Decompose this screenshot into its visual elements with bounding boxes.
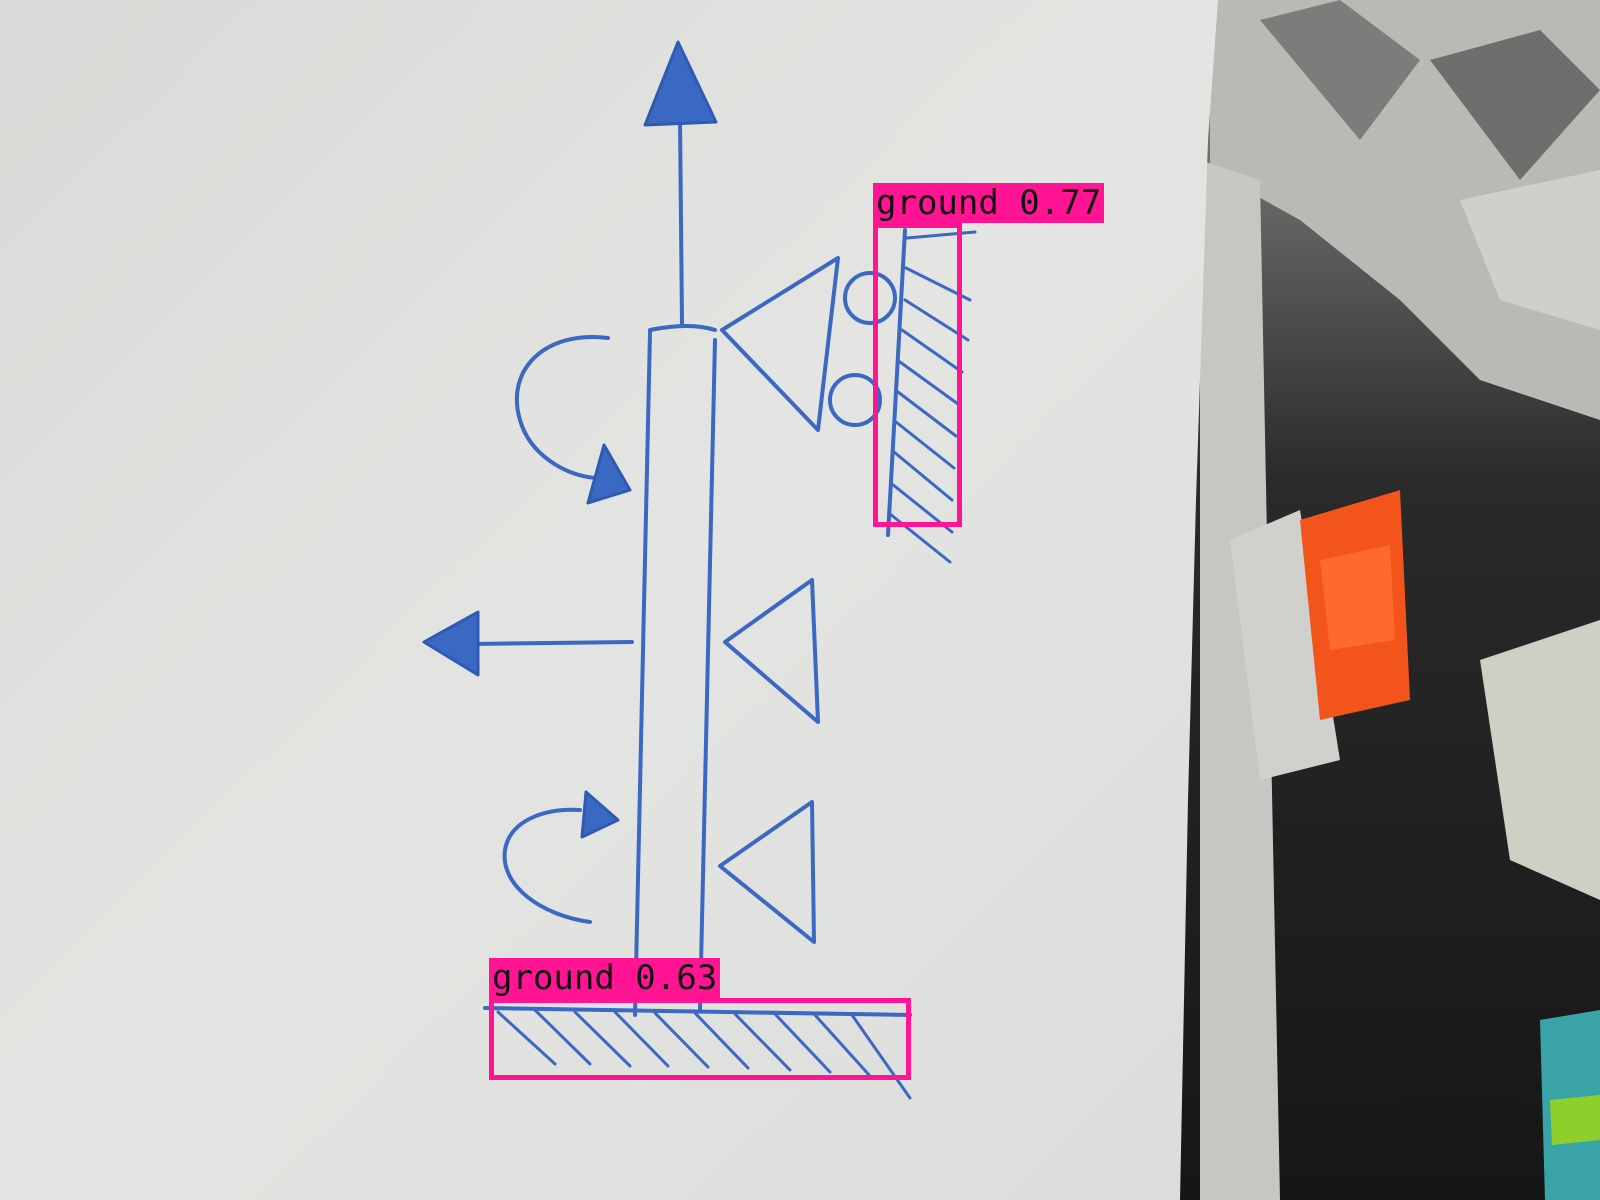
background-clutter <box>1180 0 1600 1200</box>
sketch-arrowheads <box>422 40 718 839</box>
paper-sheet <box>0 0 1218 1200</box>
ground-detection-label-1: ground 0.77 <box>873 183 1105 223</box>
ground-detection-label-2: ground 0.63 <box>489 958 721 998</box>
sketch-strokes <box>468 116 977 1100</box>
ground-detection-box-1 <box>873 223 962 527</box>
ground-detection-box-2 <box>489 998 911 1080</box>
